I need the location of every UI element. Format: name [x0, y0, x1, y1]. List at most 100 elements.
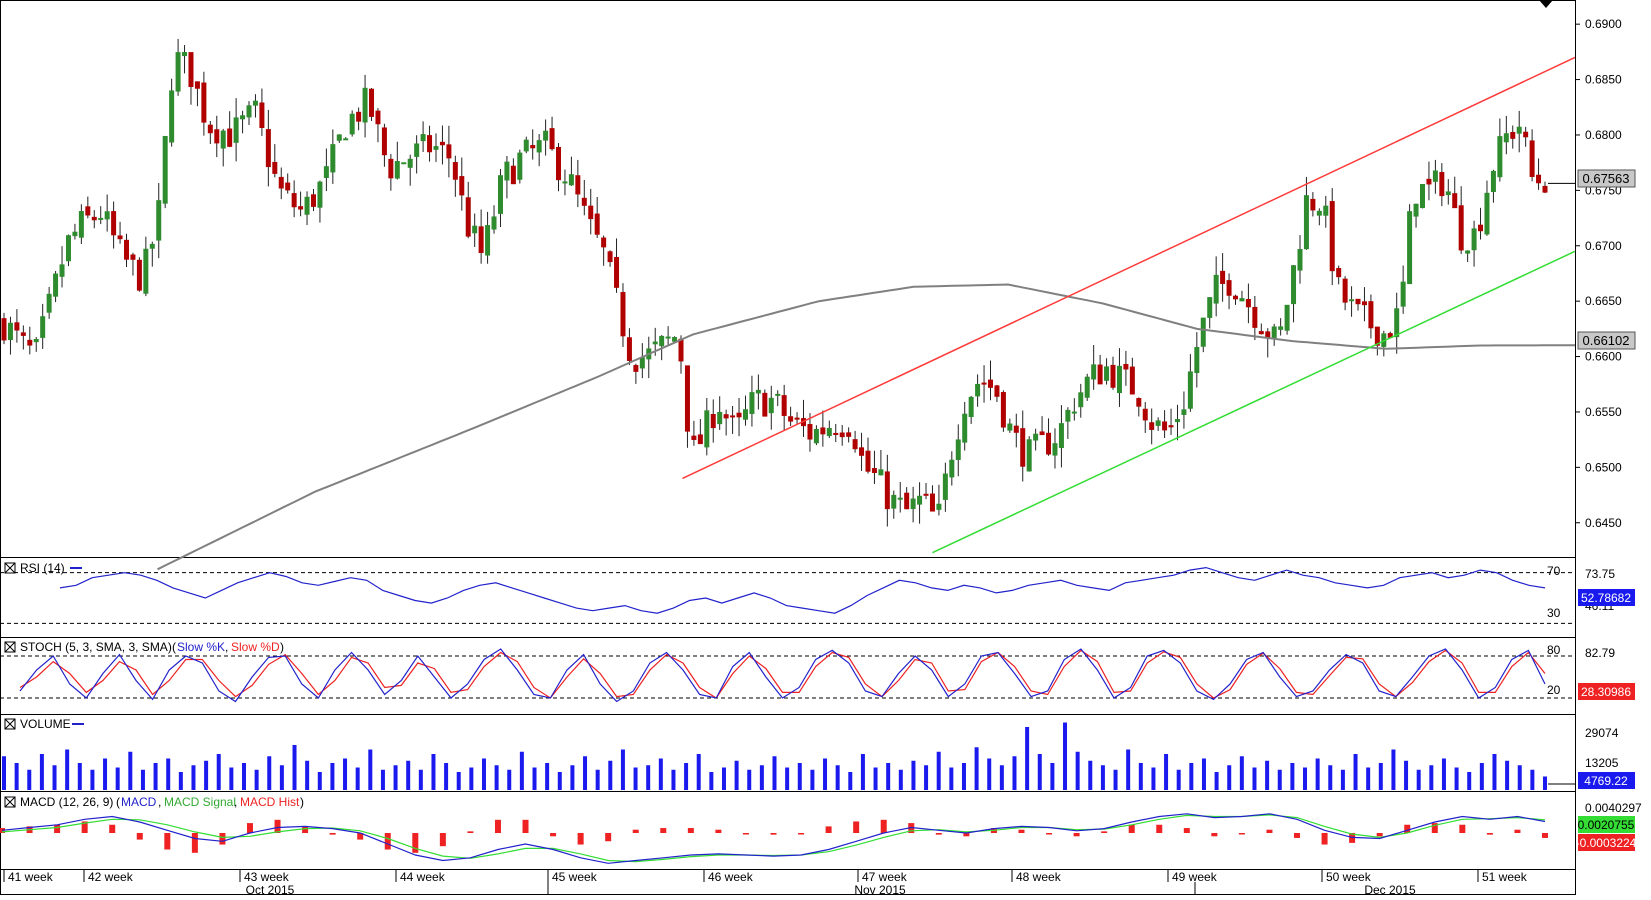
- candle-body: [310, 194, 316, 207]
- volume-bar: [279, 765, 284, 790]
- scroll-marker-icon[interactable]: [1539, 0, 1553, 8]
- candle-body: [852, 439, 858, 450]
- candle: [33, 337, 39, 352]
- macd-hist-bar: [1101, 831, 1108, 833]
- candle-body: [691, 435, 697, 440]
- candle-body: [1058, 423, 1064, 448]
- candle-body: [884, 471, 890, 510]
- macd-hist-bar: [109, 824, 116, 833]
- candle-body: [910, 498, 916, 510]
- candle-body: [91, 216, 97, 221]
- stoch-header[interactable]: STOCH (5, 3, SMA, 3, SMA) ( Slow %K , Sl…: [4, 640, 284, 654]
- candle-body: [1407, 211, 1413, 285]
- candle-body: [917, 495, 923, 505]
- close-icon[interactable]: [4, 562, 16, 574]
- candle-body: [1316, 210, 1322, 216]
- close-icon[interactable]: [4, 796, 16, 808]
- macd-hist-bar: [274, 819, 281, 833]
- volume-bar: [785, 767, 790, 790]
- candle-body: [1329, 201, 1335, 272]
- candle: [1349, 286, 1355, 317]
- candle-body: [1233, 295, 1239, 300]
- candle-body: [169, 90, 175, 143]
- svg-text:,: ,: [225, 640, 228, 654]
- candle: [742, 395, 748, 426]
- volume-bar: [481, 758, 486, 790]
- volume-bar: [1113, 769, 1118, 790]
- candle-body: [1297, 249, 1303, 271]
- svg-text:): ): [300, 795, 304, 809]
- macd-hist-bar: [1486, 833, 1493, 835]
- volume-bar: [557, 772, 562, 790]
- candle: [1078, 383, 1084, 418]
- week-label: 47 week: [862, 870, 908, 884]
- volume-bar: [1404, 760, 1409, 790]
- candle-body: [987, 379, 993, 388]
- price-tick-label: 0.6450: [1585, 516, 1622, 530]
- candle: [401, 162, 407, 165]
- macd-hist-bar: [577, 833, 584, 845]
- volume-bar: [1328, 765, 1333, 790]
- candle-body: [175, 52, 181, 92]
- macd-hist-bar: [1514, 829, 1521, 833]
- volume-bar: [608, 760, 613, 790]
- macd-hist-bar: [687, 828, 694, 833]
- candle: [1497, 118, 1503, 182]
- candle: [194, 81, 200, 107]
- grid-layer: [0, 23, 1580, 895]
- volume-bar: [747, 769, 752, 790]
- candle: [1478, 207, 1484, 240]
- candle: [1116, 348, 1122, 407]
- candle-body: [240, 115, 246, 120]
- candle-body: [1516, 126, 1522, 134]
- candle-body: [607, 251, 613, 263]
- volume-header[interactable]: VOLUME: [4, 717, 84, 731]
- candle-body: [362, 87, 368, 123]
- candle-body: [1200, 317, 1206, 347]
- candle: [1510, 125, 1516, 149]
- candle: [717, 396, 723, 430]
- week-label: 44 week: [400, 870, 446, 884]
- candle: [884, 454, 890, 527]
- volume-bar: [1239, 756, 1244, 790]
- volume-bar: [1075, 751, 1080, 790]
- candle: [1536, 158, 1542, 190]
- close-icon[interactable]: [4, 718, 16, 730]
- volume-bar: [229, 767, 234, 790]
- candle: [556, 142, 562, 192]
- candle: [891, 490, 897, 519]
- candle: [278, 167, 284, 200]
- candle: [575, 159, 581, 208]
- candle-body: [517, 152, 523, 180]
- candle: [272, 144, 278, 178]
- volume-bar: [343, 758, 348, 790]
- candle-body: [265, 129, 271, 168]
- rsi-header[interactable]: RSI (14): [4, 561, 82, 575]
- candle: [1181, 391, 1187, 429]
- candle-body: [278, 176, 284, 189]
- macd-header[interactable]: MACD (12, 26, 9) ( MACD , MACD Signal , …: [4, 795, 304, 809]
- candle: [459, 157, 465, 211]
- candle-body: [678, 338, 684, 362]
- volume-bar: [1176, 769, 1181, 790]
- price-tick-label: 0.6700: [1585, 239, 1622, 253]
- candle-body: [1226, 280, 1232, 296]
- candle: [749, 375, 755, 427]
- rsi-line: [59, 566, 1546, 614]
- candle-body: [1490, 170, 1496, 193]
- svg-text:,: ,: [158, 795, 161, 809]
- candle-body: [543, 130, 549, 141]
- close-icon[interactable]: [4, 641, 16, 653]
- candle: [955, 424, 961, 477]
- candle-body: [72, 231, 78, 237]
- candle-body: [633, 365, 639, 372]
- candle-body: [568, 174, 574, 186]
- candle-body: [1116, 365, 1122, 394]
- volume-label: VOLUME: [20, 717, 71, 731]
- volume-bar: [1429, 765, 1434, 790]
- last-price-box: 0.67563: [1577, 169, 1636, 188]
- candle-body: [1187, 371, 1193, 409]
- volume-bar: [684, 763, 689, 790]
- candle-body: [369, 88, 375, 117]
- candle: [1310, 192, 1316, 217]
